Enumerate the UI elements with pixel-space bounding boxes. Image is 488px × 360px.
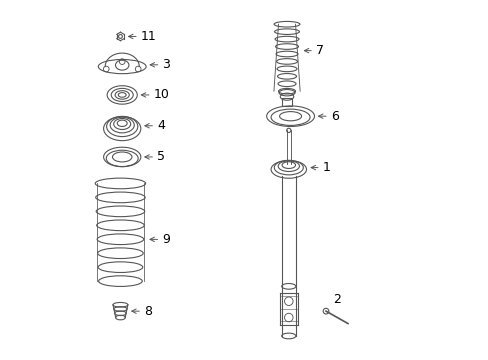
Text: 10: 10 [153,89,169,102]
Text: 7: 7 [315,44,323,57]
Text: 5: 5 [157,150,164,163]
Text: 2: 2 [332,293,340,306]
Text: 1: 1 [322,161,330,174]
Text: 11: 11 [141,30,156,43]
Text: 9: 9 [162,233,170,246]
Text: 6: 6 [330,110,338,123]
Text: 4: 4 [157,119,164,132]
Text: 8: 8 [143,305,152,318]
Text: 3: 3 [162,58,170,71]
